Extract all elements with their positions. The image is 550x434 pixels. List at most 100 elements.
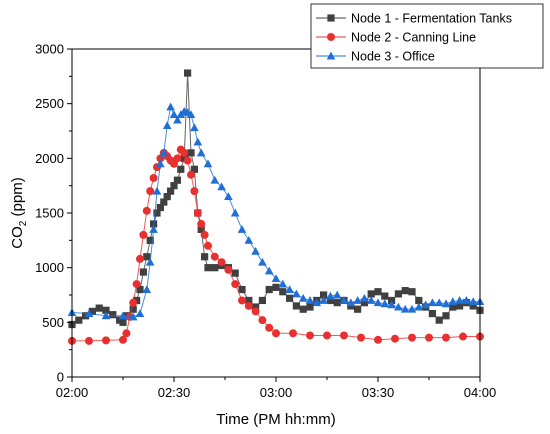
data-point <box>187 149 195 157</box>
data-point <box>367 290 375 298</box>
y-tick-label: 2000 <box>35 151 64 166</box>
data-point <box>119 318 127 326</box>
data-point <box>102 306 110 314</box>
series-2 <box>68 145 484 345</box>
data-point <box>85 336 93 345</box>
data-point <box>279 288 287 296</box>
data-point <box>441 299 451 308</box>
data-point <box>258 296 266 305</box>
data-point <box>306 331 314 340</box>
y-tick-label: 1000 <box>35 260 64 275</box>
data-point <box>340 331 348 340</box>
data-point <box>298 293 308 302</box>
legend-label: Node 1 - Fermentation Tanks <box>351 12 512 26</box>
series-layer <box>67 69 485 345</box>
data-point <box>143 253 151 261</box>
data-point <box>425 333 433 342</box>
data-point <box>190 187 199 196</box>
data-point <box>187 170 195 179</box>
data-point <box>360 299 368 307</box>
data-point <box>133 296 141 305</box>
data-point <box>264 266 274 275</box>
data-point <box>146 236 154 244</box>
data-point <box>305 296 315 304</box>
data-point <box>400 304 410 313</box>
data-point <box>204 264 212 272</box>
data-point <box>153 209 161 217</box>
data-point <box>190 123 199 132</box>
data-point <box>360 293 369 302</box>
data-point <box>333 299 341 307</box>
data-point <box>252 303 260 311</box>
data-point <box>109 311 117 319</box>
data-point <box>183 156 192 165</box>
data-point <box>265 323 274 332</box>
data-point <box>312 298 322 307</box>
data-point <box>407 304 417 313</box>
data-point <box>180 154 188 162</box>
data-point <box>196 148 206 157</box>
x-tick-label: 03:00 <box>260 385 293 400</box>
data-point <box>180 148 189 157</box>
plot-frame <box>71 48 481 378</box>
data-point <box>299 305 307 313</box>
data-point <box>428 298 437 307</box>
data-point <box>118 311 128 320</box>
data-point <box>346 298 356 307</box>
data-point <box>128 312 138 321</box>
data-point <box>193 209 202 217</box>
data-point <box>101 311 111 320</box>
data-point <box>244 236 254 244</box>
y-tick-label: 500 <box>42 315 64 330</box>
data-point <box>415 296 423 305</box>
data-point <box>95 304 103 312</box>
data-point <box>442 312 450 320</box>
data-point <box>272 329 280 338</box>
data-point <box>139 230 148 239</box>
data-point <box>149 225 158 233</box>
data-point <box>238 285 246 294</box>
data-point <box>159 148 169 157</box>
data-point <box>258 257 267 266</box>
data-point <box>462 296 471 304</box>
data-point <box>306 303 314 311</box>
data-point <box>166 102 175 111</box>
data-point <box>122 329 131 338</box>
data-point <box>245 296 253 305</box>
data-point <box>421 300 430 309</box>
legend-box <box>310 3 544 69</box>
data-point <box>265 285 273 294</box>
data-point <box>145 257 155 266</box>
data-point <box>442 333 450 342</box>
data-point <box>469 302 477 310</box>
data-point <box>193 137 203 146</box>
data-point <box>136 285 144 294</box>
series-3 <box>67 102 485 321</box>
data-point <box>401 287 409 295</box>
data-point <box>286 294 294 302</box>
data-point <box>380 299 390 308</box>
data-point <box>428 309 436 318</box>
data-point <box>434 298 444 307</box>
data-point <box>177 165 185 173</box>
data-point <box>408 288 416 296</box>
data-point <box>292 289 301 298</box>
data-point <box>156 159 165 168</box>
data-point <box>459 332 467 341</box>
data-point <box>142 206 151 215</box>
legend-marker <box>326 51 336 60</box>
data-point <box>408 333 416 342</box>
data-point <box>319 296 328 304</box>
y-tick-label: 1500 <box>35 206 64 221</box>
y-axis-label: CO2 (ppm) <box>9 177 29 248</box>
series-line <box>71 105 480 318</box>
data-point <box>231 269 239 277</box>
data-point <box>456 302 464 310</box>
data-point <box>374 288 382 296</box>
data-point <box>285 285 294 293</box>
y-tick-label: 2500 <box>35 96 64 111</box>
data-point <box>186 110 196 119</box>
data-point <box>237 225 247 233</box>
x-tick-label: 02:30 <box>158 385 191 400</box>
